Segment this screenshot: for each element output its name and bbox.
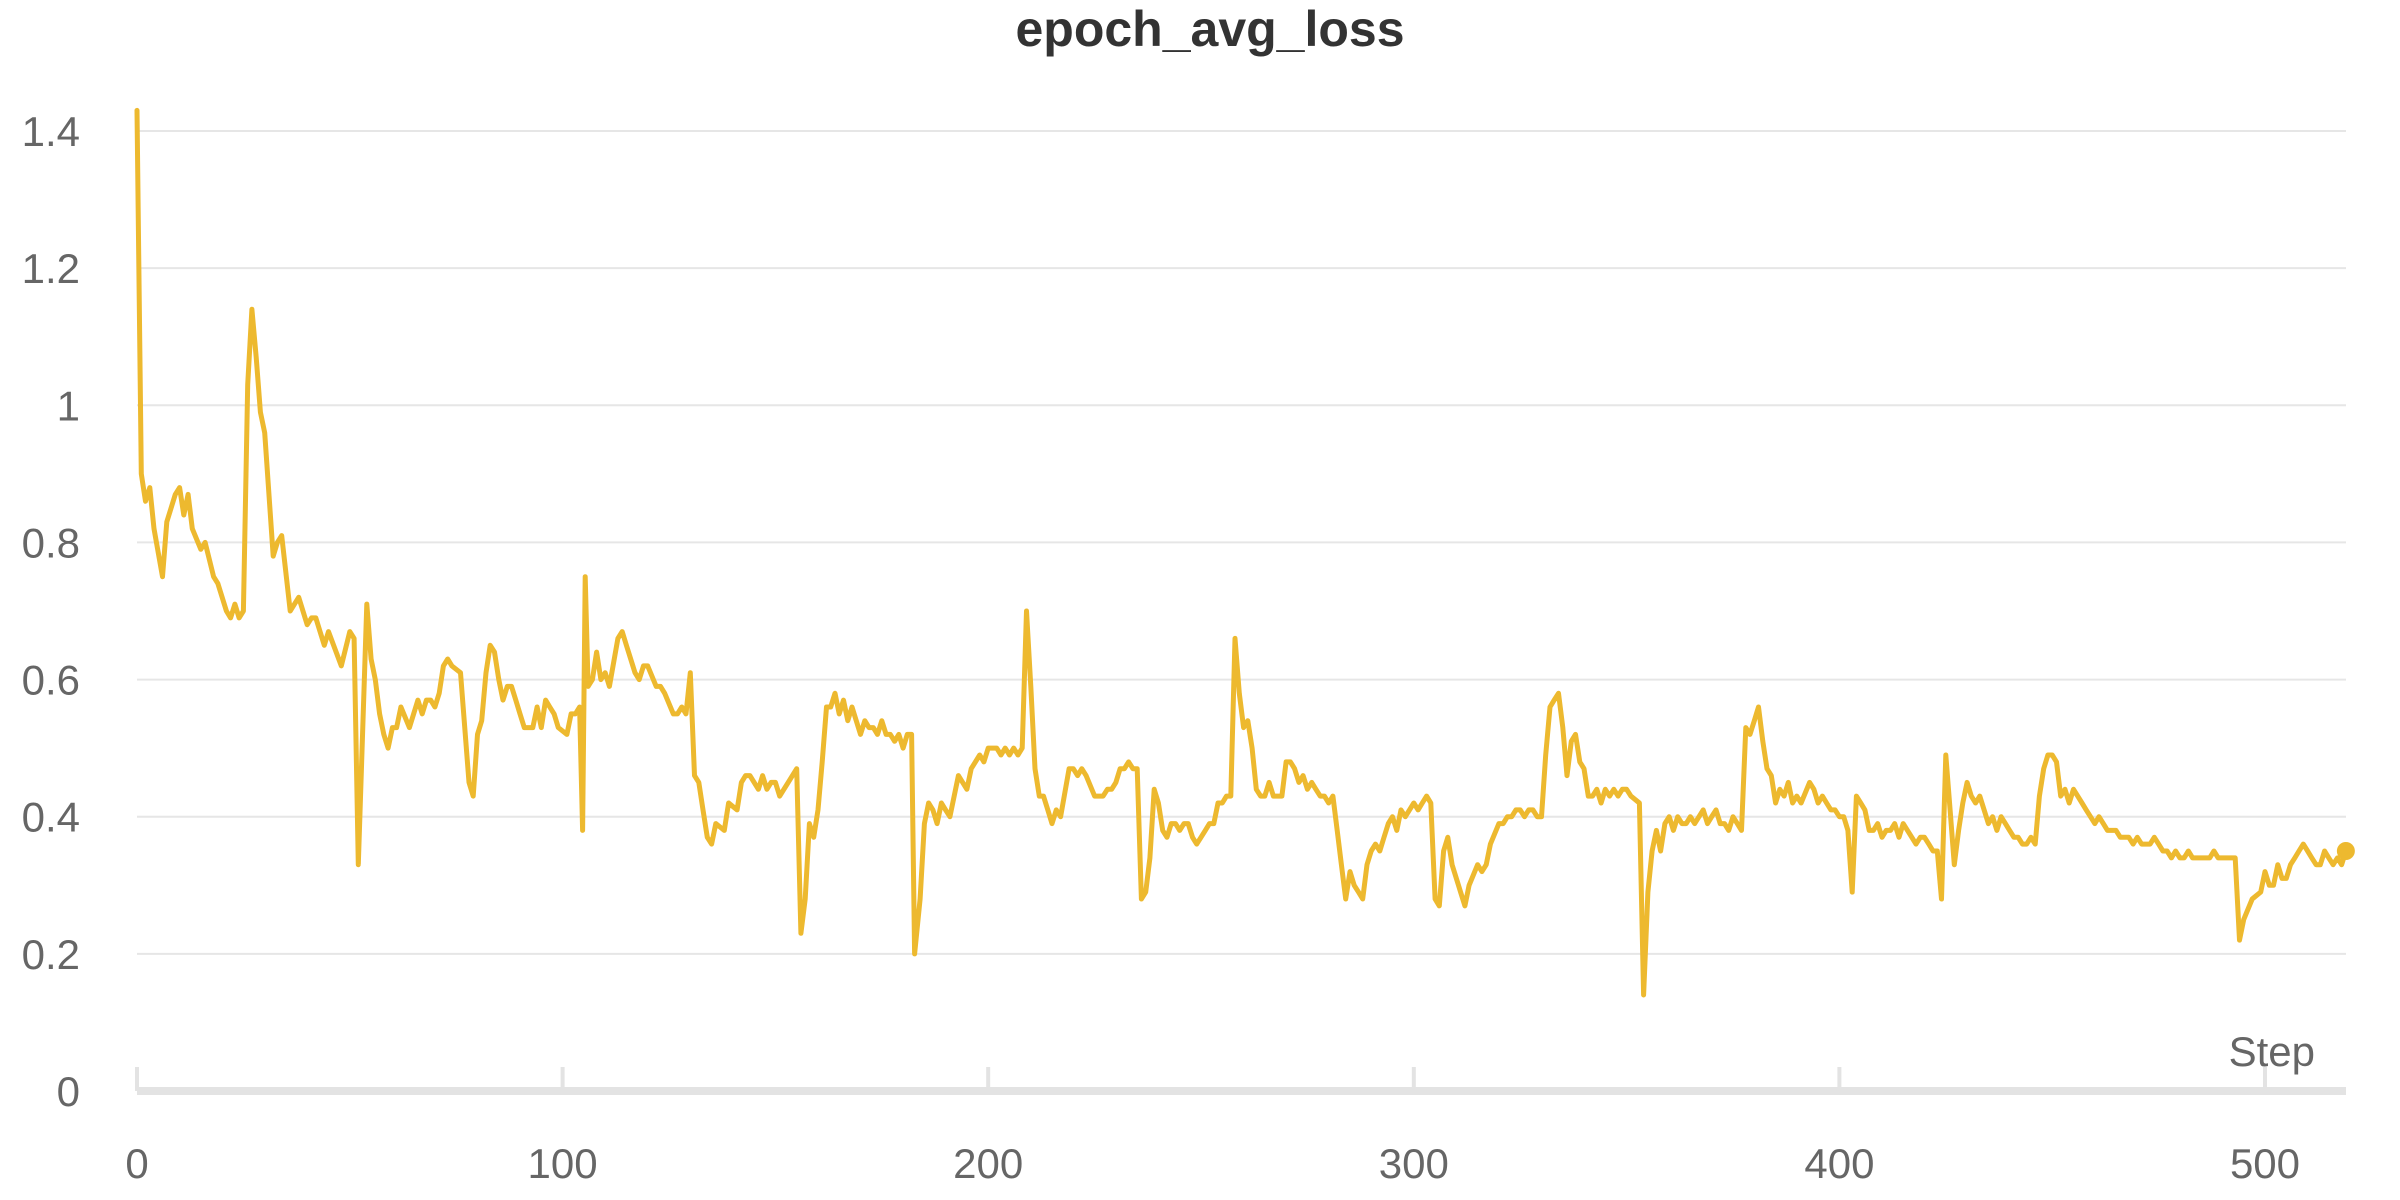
y-tick-label: 0.4	[22, 794, 80, 841]
x-tick-label: 400	[1804, 1140, 1874, 1187]
x-tick-label: 300	[1379, 1140, 1449, 1187]
y-tick-label: 0	[57, 1068, 80, 1115]
x-tick-label: 500	[2230, 1140, 2300, 1187]
y-axis-tick-labels: 0 0.2 0.4 0.6 0.8 1 1.2 1.4	[22, 108, 80, 1115]
x-tick-label: 100	[528, 1140, 598, 1187]
x-axis-tick-labels: 0 100 200 300 400 500	[125, 1140, 2300, 1187]
y-tick-label: 0.2	[22, 931, 80, 978]
x-tick-label: 0	[125, 1140, 148, 1187]
last-point-marker	[2336, 842, 2355, 860]
y-tick-label: 0.8	[22, 519, 80, 566]
y-tick-label: 0.6	[22, 657, 80, 704]
y-tick-label: 1.2	[22, 245, 80, 292]
series-layer	[134, 107, 2355, 998]
x-axis	[135, 1067, 2346, 1095]
loss-series-line	[134, 107, 2349, 998]
y-tick-label: 1.4	[22, 108, 80, 155]
chart-title: epoch_avg_loss	[1015, 1, 1404, 57]
x-tick-label: 200	[953, 1140, 1023, 1187]
x-axis-label: Step	[2229, 1028, 2315, 1075]
y-tick-label: 1	[57, 382, 80, 429]
gridlines	[137, 130, 2346, 955]
